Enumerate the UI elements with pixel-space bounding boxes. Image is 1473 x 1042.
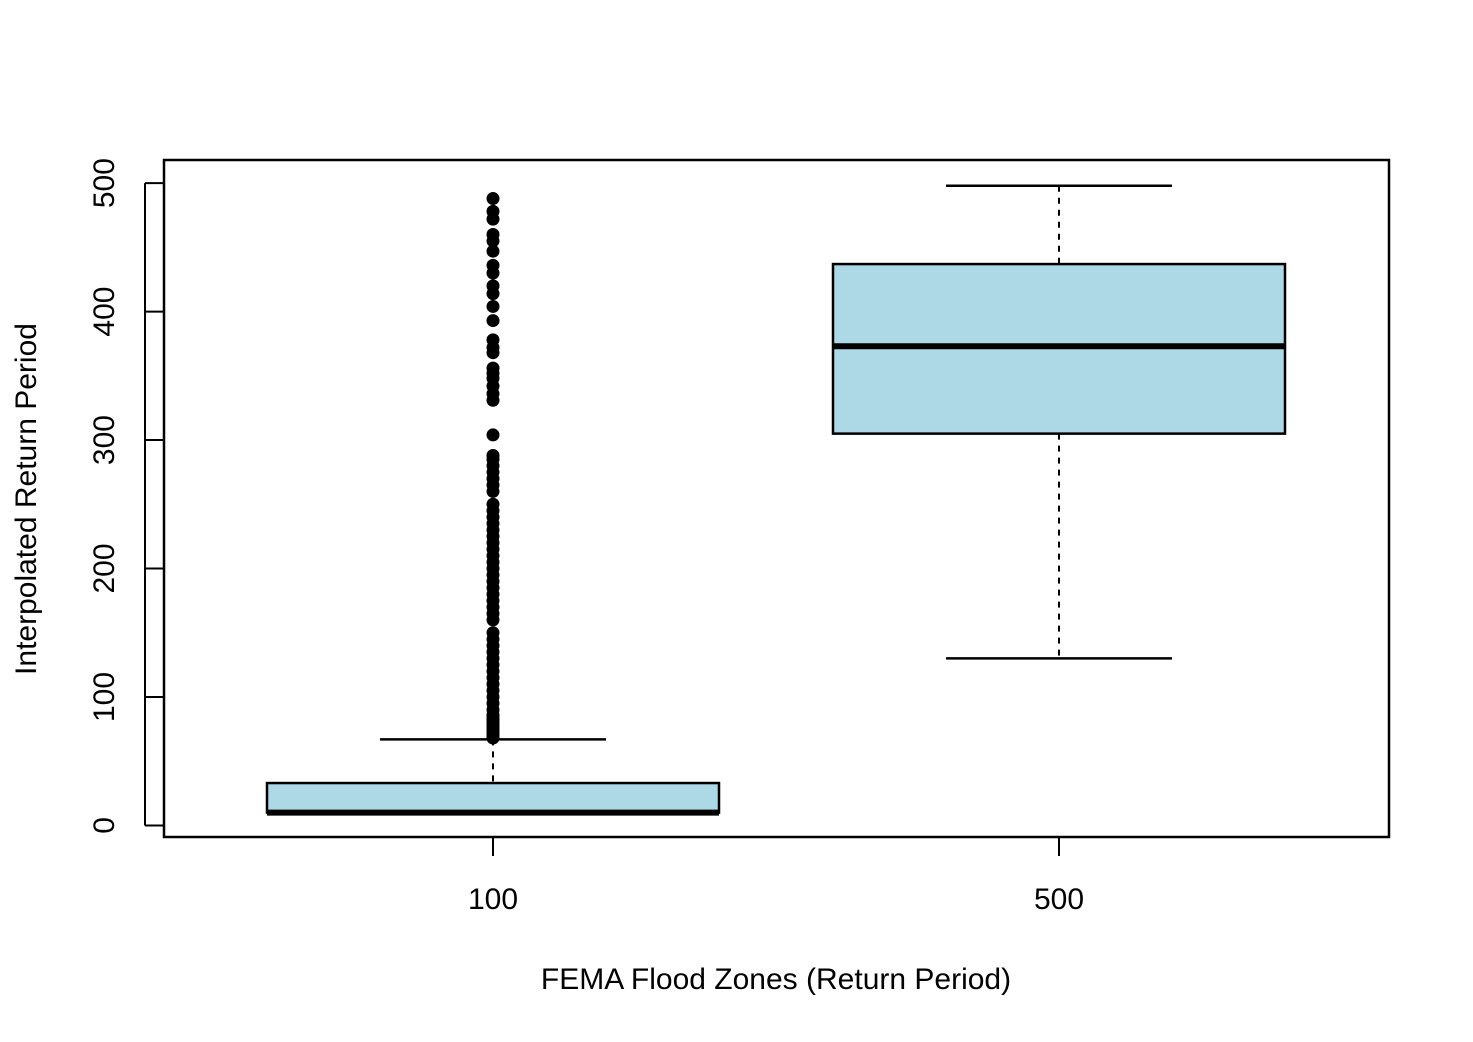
outlier-point: [486, 428, 500, 442]
outlier-point: [486, 204, 500, 218]
outlier-point: [486, 361, 500, 375]
y-axis-title: Interpolated Return Period: [10, 323, 43, 675]
y-tick-label: 400: [88, 287, 121, 337]
outlier-point: [486, 299, 500, 313]
outlier-point: [486, 192, 500, 206]
box-100: [265, 192, 721, 816]
y-tick-label: 300: [88, 415, 121, 465]
x-axis: 100 500: [468, 837, 1084, 916]
outlier-point: [486, 244, 500, 258]
box-iqr: [265, 781, 721, 814]
x-tick-label: 500: [1034, 883, 1084, 916]
outlier-point: [486, 314, 500, 328]
outlier-point: [486, 279, 500, 293]
plot-frame: [162, 158, 1391, 839]
y-tick-label: 500: [88, 158, 121, 208]
outlier-point: [486, 258, 500, 272]
x-axis-title: FEMA Flood Zones (Return Period): [541, 963, 1011, 996]
y-tick-label: 0: [88, 817, 121, 834]
outlier-point: [486, 626, 500, 640]
box-500: [831, 184, 1287, 660]
outlier-point: [486, 228, 500, 242]
outlier-point: [486, 497, 500, 511]
outlier-point: [486, 333, 500, 347]
x-tick-label: 100: [468, 883, 518, 916]
y-axis: 0 100 200 300 400 500: [88, 158, 164, 834]
outlier-point: [486, 448, 500, 462]
y-tick-label: 200: [88, 543, 121, 593]
y-tick-label: 100: [88, 672, 121, 722]
box-group: [265, 184, 1287, 816]
